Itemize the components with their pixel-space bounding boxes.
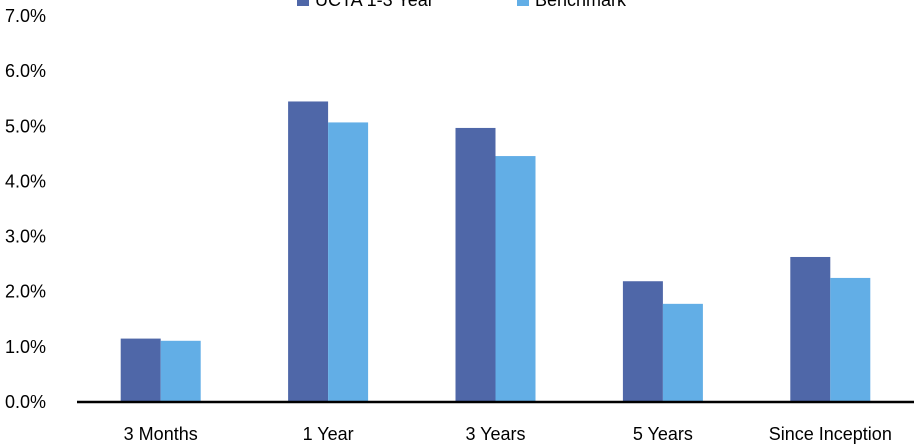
y-tick-label: 4.0%: [5, 171, 46, 191]
x-category-label: 1 Year: [303, 424, 354, 444]
y-tick-label: 1.0%: [5, 337, 46, 357]
bar-benchmark: [160, 340, 201, 402]
x-category-label: 3 Years: [465, 424, 525, 444]
legend-swatch: [297, 0, 309, 6]
legend-swatch: [517, 0, 529, 6]
y-tick-label: 5.0%: [5, 116, 46, 136]
y-tick-label: 3.0%: [5, 227, 46, 247]
bar-fund: [120, 338, 161, 402]
x-category-label: Since Inception: [769, 424, 892, 444]
legend-label: Benchmark: [535, 0, 627, 10]
x-axis-category-labels: 3 Months 1 Year 3 Years 5 Years Since Incept…: [124, 424, 892, 444]
bar-fund: [622, 281, 663, 402]
bar-fund: [288, 101, 329, 402]
bar-benchmark: [830, 277, 871, 402]
y-tick-label: 6.0%: [5, 61, 46, 81]
x-category-label: 3 Months: [124, 424, 198, 444]
legend-label: UCTA 1-3 Year: [315, 0, 434, 10]
x-category-label: 5 Years: [633, 424, 693, 444]
bar-benchmark: [495, 156, 536, 402]
bar-benchmark: [662, 303, 703, 402]
bar-series-group: [120, 101, 871, 402]
y-tick-label: 7.0%: [5, 6, 46, 26]
y-tick-label: 2.0%: [5, 282, 46, 302]
bar-benchmark: [328, 122, 369, 402]
bar-fund: [790, 256, 831, 402]
y-tick-label: 0.0%: [5, 392, 46, 412]
bar-fund: [455, 127, 496, 402]
y-axis-tick-labels: 0.0% 1.0% 2.0% 3.0% 4.0% 5.0% 6.0% 7.0%: [5, 6, 46, 412]
chart-legend: UCTA 1-3 Year Benchmark: [297, 0, 627, 10]
